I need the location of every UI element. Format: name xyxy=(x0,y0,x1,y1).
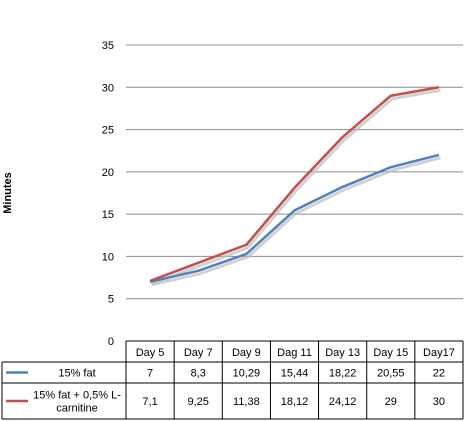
data-label: 18,12 xyxy=(281,396,309,408)
x-tick-label: Dag 11 xyxy=(277,347,312,359)
data-label: 20,55 xyxy=(377,368,405,380)
data-table: Day 5 Day 7 Day 9 Dag 11 Day 13 Day 15 Day17 15… xyxy=(1,340,464,420)
x-tick-label: Day 9 xyxy=(232,347,261,359)
legend-label: 15% fat + 0,5% L- xyxy=(33,390,121,402)
legend-label: carnitine xyxy=(56,403,98,415)
y-tick-label: 0 xyxy=(108,336,114,348)
data-label: 22 xyxy=(433,368,445,380)
data-label: 29 xyxy=(385,396,397,408)
x-tick-label: Day 15 xyxy=(373,347,408,359)
series-line xyxy=(149,86,440,283)
y-axis-label: Minutes xyxy=(2,172,14,214)
x-tick-label: Day17 xyxy=(423,347,455,359)
data-label: 11,38 xyxy=(233,396,260,408)
legend-label: 15% fat xyxy=(58,368,95,380)
y-tick-label: 5 xyxy=(108,294,114,306)
y-axis-ticks: 0 5 10 15 20 25 30 35 xyxy=(102,40,114,348)
gridlines xyxy=(126,44,463,300)
y-tick-label: 20 xyxy=(102,167,114,179)
series-lines xyxy=(149,86,440,284)
y-tick-label: 35 xyxy=(102,40,114,52)
series-line xyxy=(149,153,440,284)
data-label: 7 xyxy=(147,368,153,380)
y-tick-label: 25 xyxy=(102,125,114,137)
data-label: 9,25 xyxy=(188,396,209,408)
data-label: 24,12 xyxy=(329,396,357,408)
x-tick-label: Day 13 xyxy=(325,347,360,359)
data-label: 10,29 xyxy=(233,368,261,380)
y-tick-label: 30 xyxy=(102,82,114,94)
series-shadow xyxy=(151,156,441,287)
x-tick-label: Day 5 xyxy=(136,347,165,359)
series-shadows xyxy=(151,88,441,287)
series-shadow xyxy=(151,88,441,286)
y-tick-label: 15 xyxy=(102,209,114,221)
x-tick-label: Day 7 xyxy=(184,347,213,359)
data-label: 30 xyxy=(433,396,445,408)
data-label: 18,22 xyxy=(329,368,357,380)
y-tick-label: 10 xyxy=(102,251,114,263)
data-label: 7,1 xyxy=(142,396,157,408)
data-label: 8,3 xyxy=(191,368,206,380)
data-label: 15,44 xyxy=(281,368,309,380)
